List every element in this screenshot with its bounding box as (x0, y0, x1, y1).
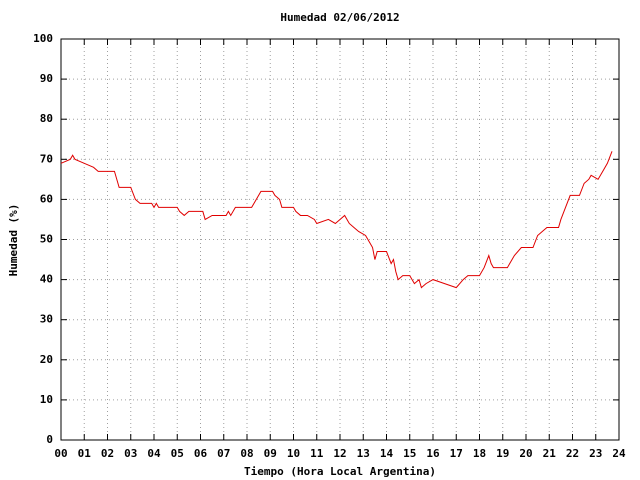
x-tick-label: 00 (54, 447, 67, 460)
y-tick-label: 60 (40, 192, 53, 205)
data-line (60, 151, 613, 289)
y-tick-label: 10 (40, 393, 53, 406)
x-tick-label: 23 (589, 447, 602, 460)
x-tick-label: 17 (450, 447, 463, 460)
x-tick-label: 20 (519, 447, 532, 460)
x-tick-label: 06 (194, 447, 208, 460)
y-tick-label: 100 (33, 32, 53, 45)
y-tick-label: 80 (40, 112, 53, 125)
y-tick-label: 20 (40, 353, 53, 366)
x-tick-label: 10 (287, 447, 300, 460)
x-tick-label: 03 (124, 447, 137, 460)
plot-border (60, 38, 620, 441)
x-tick-label: 21 (543, 447, 557, 460)
x-tick-label: 19 (496, 447, 509, 460)
x-tick-label: 09 (264, 447, 277, 460)
x-tick-label: 02 (101, 447, 114, 460)
x-tick-label: 08 (240, 447, 253, 460)
x-tick-label: 13 (357, 447, 370, 460)
y-tick-label: 40 (40, 273, 53, 286)
y-axis-label: Humedad (%) (7, 204, 20, 277)
x-axis-label: Tiempo (Hora Local Argentina) (244, 465, 436, 478)
x-tick-label: 04 (147, 447, 161, 460)
x-tick-label: 18 (473, 447, 486, 460)
x-tick-label: 11 (310, 447, 324, 460)
x-tick-label: 01 (78, 447, 92, 460)
x-tick-label: 22 (566, 447, 579, 460)
x-tick-label: 24 (612, 447, 626, 460)
x-tick-label: 15 (403, 447, 416, 460)
chart-title: Humedad 02/06/2012 (280, 11, 399, 24)
y-tick-label: 30 (40, 313, 53, 326)
x-tick-label: 12 (333, 447, 346, 460)
y-tick-label: 0 (46, 433, 53, 446)
y-tick-label: 50 (40, 233, 53, 246)
x-tick-label: 07 (217, 447, 230, 460)
x-tick-label: 14 (380, 447, 394, 460)
x-tick-label: 16 (426, 447, 440, 460)
y-tick-label: 90 (40, 72, 53, 85)
y-tick-label: 70 (40, 152, 53, 165)
x-tick-label: 05 (171, 447, 184, 460)
